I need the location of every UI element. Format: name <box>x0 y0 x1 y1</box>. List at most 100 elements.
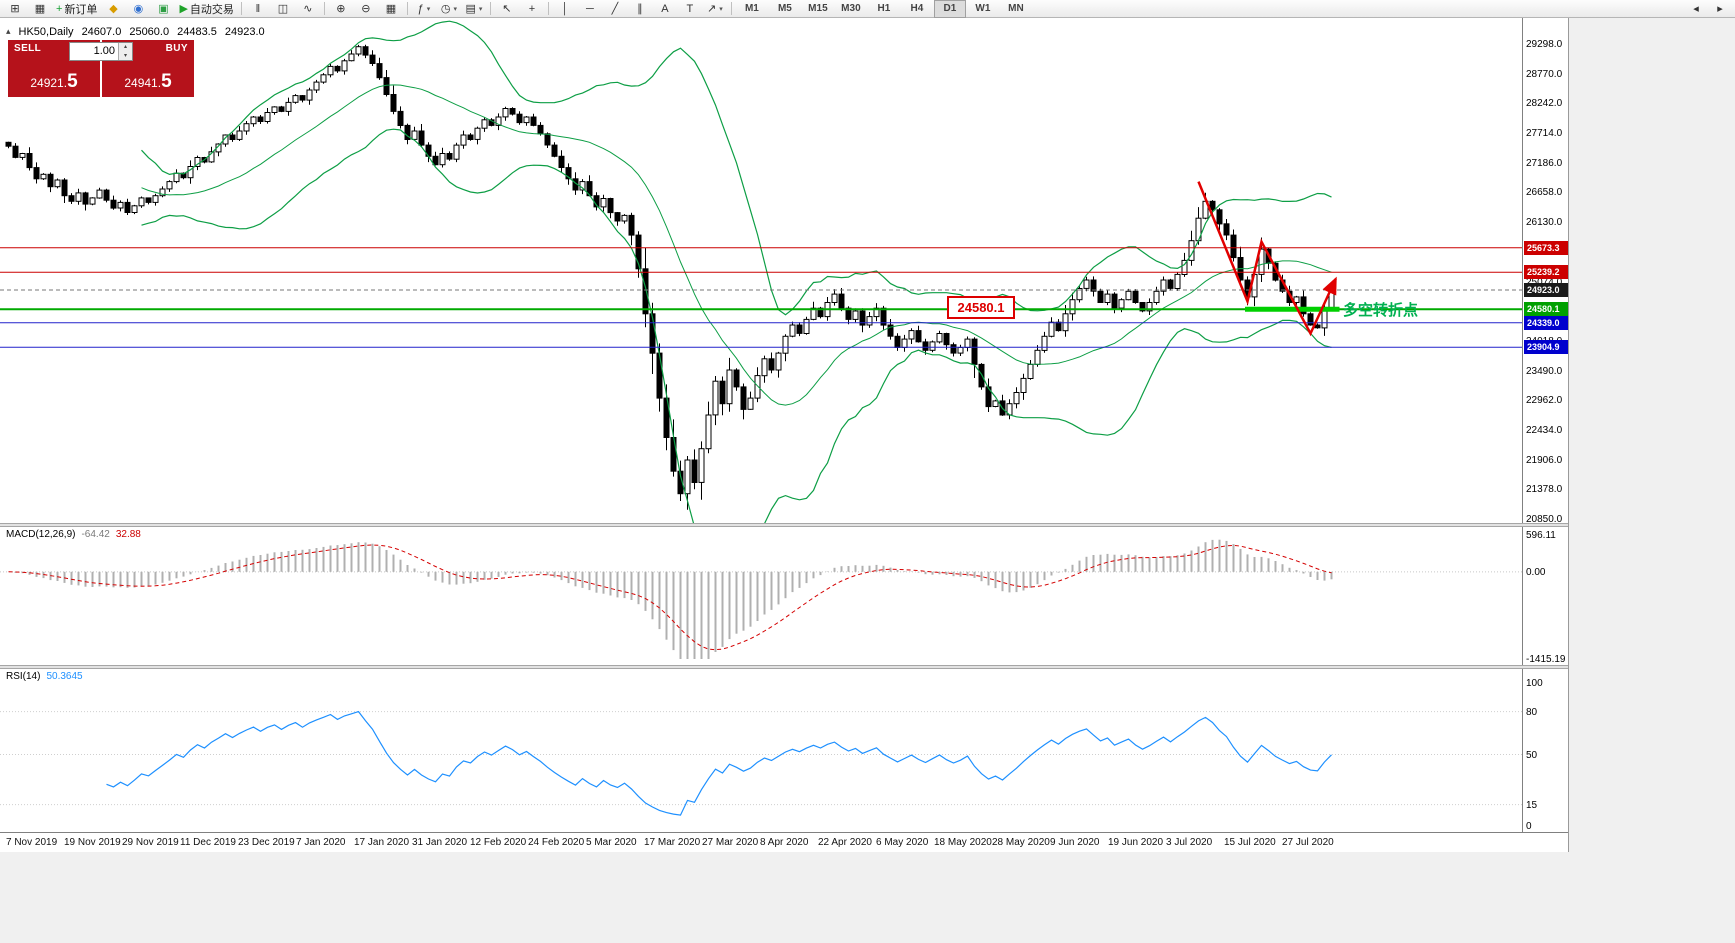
text-button[interactable]: A <box>653 0 677 18</box>
date-label: 18 May 2020 <box>934 837 992 848</box>
history-center-button[interactable]: ◆ <box>101 0 125 18</box>
price-tag: 23904.9 <box>1524 340 1568 354</box>
cursor-button[interactable]: ↖ <box>495 0 519 18</box>
toolbar: ⊞ ▦ + 新订单 ◆ ◉ ▣ ▶ 自动交易 ‖ ◫ ∿ ⊕ ⊖ ▦ ƒ ▾ ◷ ▾ ▤ ▾ ↖ + │ ─ ╱ ∥ A T ↗ ▾ M1 M5… <box>0 0 1735 18</box>
tile-windows-button[interactable]: ▦ <box>379 0 403 18</box>
label-button[interactable]: T <box>678 0 702 18</box>
trendline-icon: ╱ <box>611 2 619 15</box>
rsi-line <box>106 710 1332 816</box>
bollinger-lower-band[interactable] <box>141 128 1332 523</box>
candlesticks[interactable] <box>5 44 1335 510</box>
templates-dropdown[interactable]: ▤ ▾ <box>462 0 486 18</box>
turning-point-text[interactable]: 多空转折点 <box>1343 302 1419 319</box>
new-chart-button[interactable]: ⊞ <box>3 0 27 18</box>
new-order-icon: + <box>56 2 63 15</box>
indicators-dropdown[interactable]: ƒ ▾ <box>412 0 436 18</box>
arrows-dropdown[interactable]: ↗ ▾ <box>703 0 727 18</box>
volume-up-button[interactable]: ▴ <box>119 43 132 52</box>
date-label: 17 Mar 2020 <box>644 837 701 848</box>
price-axis-label: 26658.0 <box>1526 187 1563 198</box>
price-tag: 25673.3 <box>1524 241 1568 255</box>
channel-button[interactable]: ∥ <box>628 0 652 18</box>
close-value: 24923.0 <box>224 26 265 38</box>
one-click-toggle-icon[interactable]: ▴ <box>6 26 11 36</box>
panel-separator[interactable] <box>0 665 1568 669</box>
sell-label: SELL <box>14 43 42 54</box>
bars-mode-button[interactable]: ‖ <box>246 0 270 18</box>
new-order-button[interactable]: + 新订单 <box>53 0 100 18</box>
date-axis[interactable]: 7 Nov 2019 19 Nov 2019 29 Nov 2019 11 Dec 2… <box>0 832 1568 852</box>
periods-dropdown[interactable]: ◷ ▾ <box>437 0 461 18</box>
volume-field[interactable]: 1.00 ▴ ▾ <box>69 42 133 61</box>
rsi-scale-label: 15 <box>1526 800 1538 811</box>
chevron-down-icon: ▾ <box>426 5 431 13</box>
crosshair-icon: + <box>528 2 536 15</box>
date-label: 7 Jan 2020 <box>296 837 346 848</box>
date-label: 31 Jan 2020 <box>412 837 468 848</box>
date-label: 12 Feb 2020 <box>470 837 527 848</box>
chart-window: ▴ HK50,Daily 24607.0 25060.0 24483.5 249… <box>0 18 1569 852</box>
toolbar-separator <box>730 2 732 15</box>
timeframe-M1[interactable]: M1 <box>744 3 759 14</box>
date-label: 19 Nov 2019 <box>64 837 121 848</box>
autotrading-button[interactable]: ▶ 自动交易 <box>176 0 236 18</box>
market-watch-button[interactable]: ◉ <box>126 0 150 18</box>
toolbar-right-group: ◂ ▸ <box>1684 0 1732 18</box>
zoom-in-button[interactable]: ⊕ <box>329 0 353 18</box>
toolbar-prev-button[interactable]: ◂ <box>1693 3 1699 15</box>
macd-scale-label: -1415.19 <box>1526 654 1566 665</box>
macd-label: MACD(12,26,9) -64.42 32.88 <box>6 529 141 540</box>
zoom-in-icon: ⊕ <box>336 2 346 15</box>
label-icon: T <box>686 2 694 15</box>
chevron-down-icon: ▾ <box>478 5 483 13</box>
bollinger-upper-band[interactable] <box>141 20 1332 316</box>
zoom-out-button[interactable]: ⊖ <box>354 0 378 18</box>
macd-panel[interactable] <box>0 527 1522 665</box>
autotrading-button-label: 自动交易 <box>189 3 234 16</box>
chart-info-line: ▴ HK50,Daily 24607.0 25060.0 24483.5 249… <box>6 26 265 38</box>
candles-mode-icon: ◫ <box>277 2 289 15</box>
date-label: 27 Jul 2020 <box>1282 837 1334 848</box>
horizontal-line-button[interactable]: ─ <box>578 0 602 18</box>
history-center-icon: ◆ <box>109 2 118 15</box>
timeframe-D1[interactable]: D1 <box>933 0 966 18</box>
rsi-scale-label: 0 <box>1526 821 1532 832</box>
timeframe-M5[interactable]: M5 <box>777 3 792 14</box>
timeframe-H4[interactable]: H4 <box>910 3 924 14</box>
timeframe-H1[interactable]: H1 <box>877 3 891 14</box>
timeframe-MN[interactable]: MN <box>1008 3 1024 14</box>
rsi-name: RSI(14) <box>6 671 41 682</box>
rsi-value: 50.3645 <box>46 671 83 682</box>
autotrading-icon: ▶ <box>179 2 188 15</box>
vertical-line-icon: │ <box>561 2 569 15</box>
price-tag: 25239.2 <box>1524 265 1568 279</box>
toolbar-next-button[interactable]: ▸ <box>1717 3 1723 15</box>
panel-separator[interactable] <box>0 523 1568 527</box>
crosshair-button[interactable]: + <box>520 0 544 18</box>
bollinger-middle-band[interactable] <box>141 84 1332 406</box>
line-mode-button[interactable]: ∿ <box>296 0 320 18</box>
price-axis-label: 28242.0 <box>1526 98 1563 109</box>
price-axis[interactable]: 29298.0 28770.0 28242.0 27714.0 27186.0 26658… <box>1522 18 1568 832</box>
timeframe-M15[interactable]: M15 <box>808 3 828 14</box>
vertical-line-button[interactable]: │ <box>553 0 577 18</box>
indicators-icon: ƒ <box>417 2 424 15</box>
timeframe-W1[interactable]: W1 <box>975 3 991 14</box>
candles-mode-button[interactable]: ◫ <box>271 0 295 18</box>
rsi-panel[interactable] <box>0 669 1522 832</box>
high-value: 25060.0 <box>129 26 170 38</box>
terminal-button[interactable]: ▣ <box>151 0 175 18</box>
toolbar-separator <box>489 2 491 15</box>
sell-price: 24921.5 <box>30 71 78 92</box>
volume-down-button[interactable]: ▾ <box>119 51 132 60</box>
timeframe-M30[interactable]: M30 <box>841 3 861 14</box>
volume-value: 1.00 <box>93 45 115 57</box>
profiles-button[interactable]: ▦ <box>28 0 52 18</box>
trend-arrow-drawing[interactable] <box>1197 181 1337 337</box>
arrows-icon: ↗ <box>707 2 717 15</box>
price-tag: 24580.1 <box>1524 302 1568 316</box>
price-level-callout[interactable]: 24580.1 <box>947 296 1015 319</box>
chevron-down-icon: ▾ <box>719 5 723 13</box>
price-chart[interactable] <box>0 18 1522 523</box>
trendline-button[interactable]: ╱ <box>603 0 627 18</box>
